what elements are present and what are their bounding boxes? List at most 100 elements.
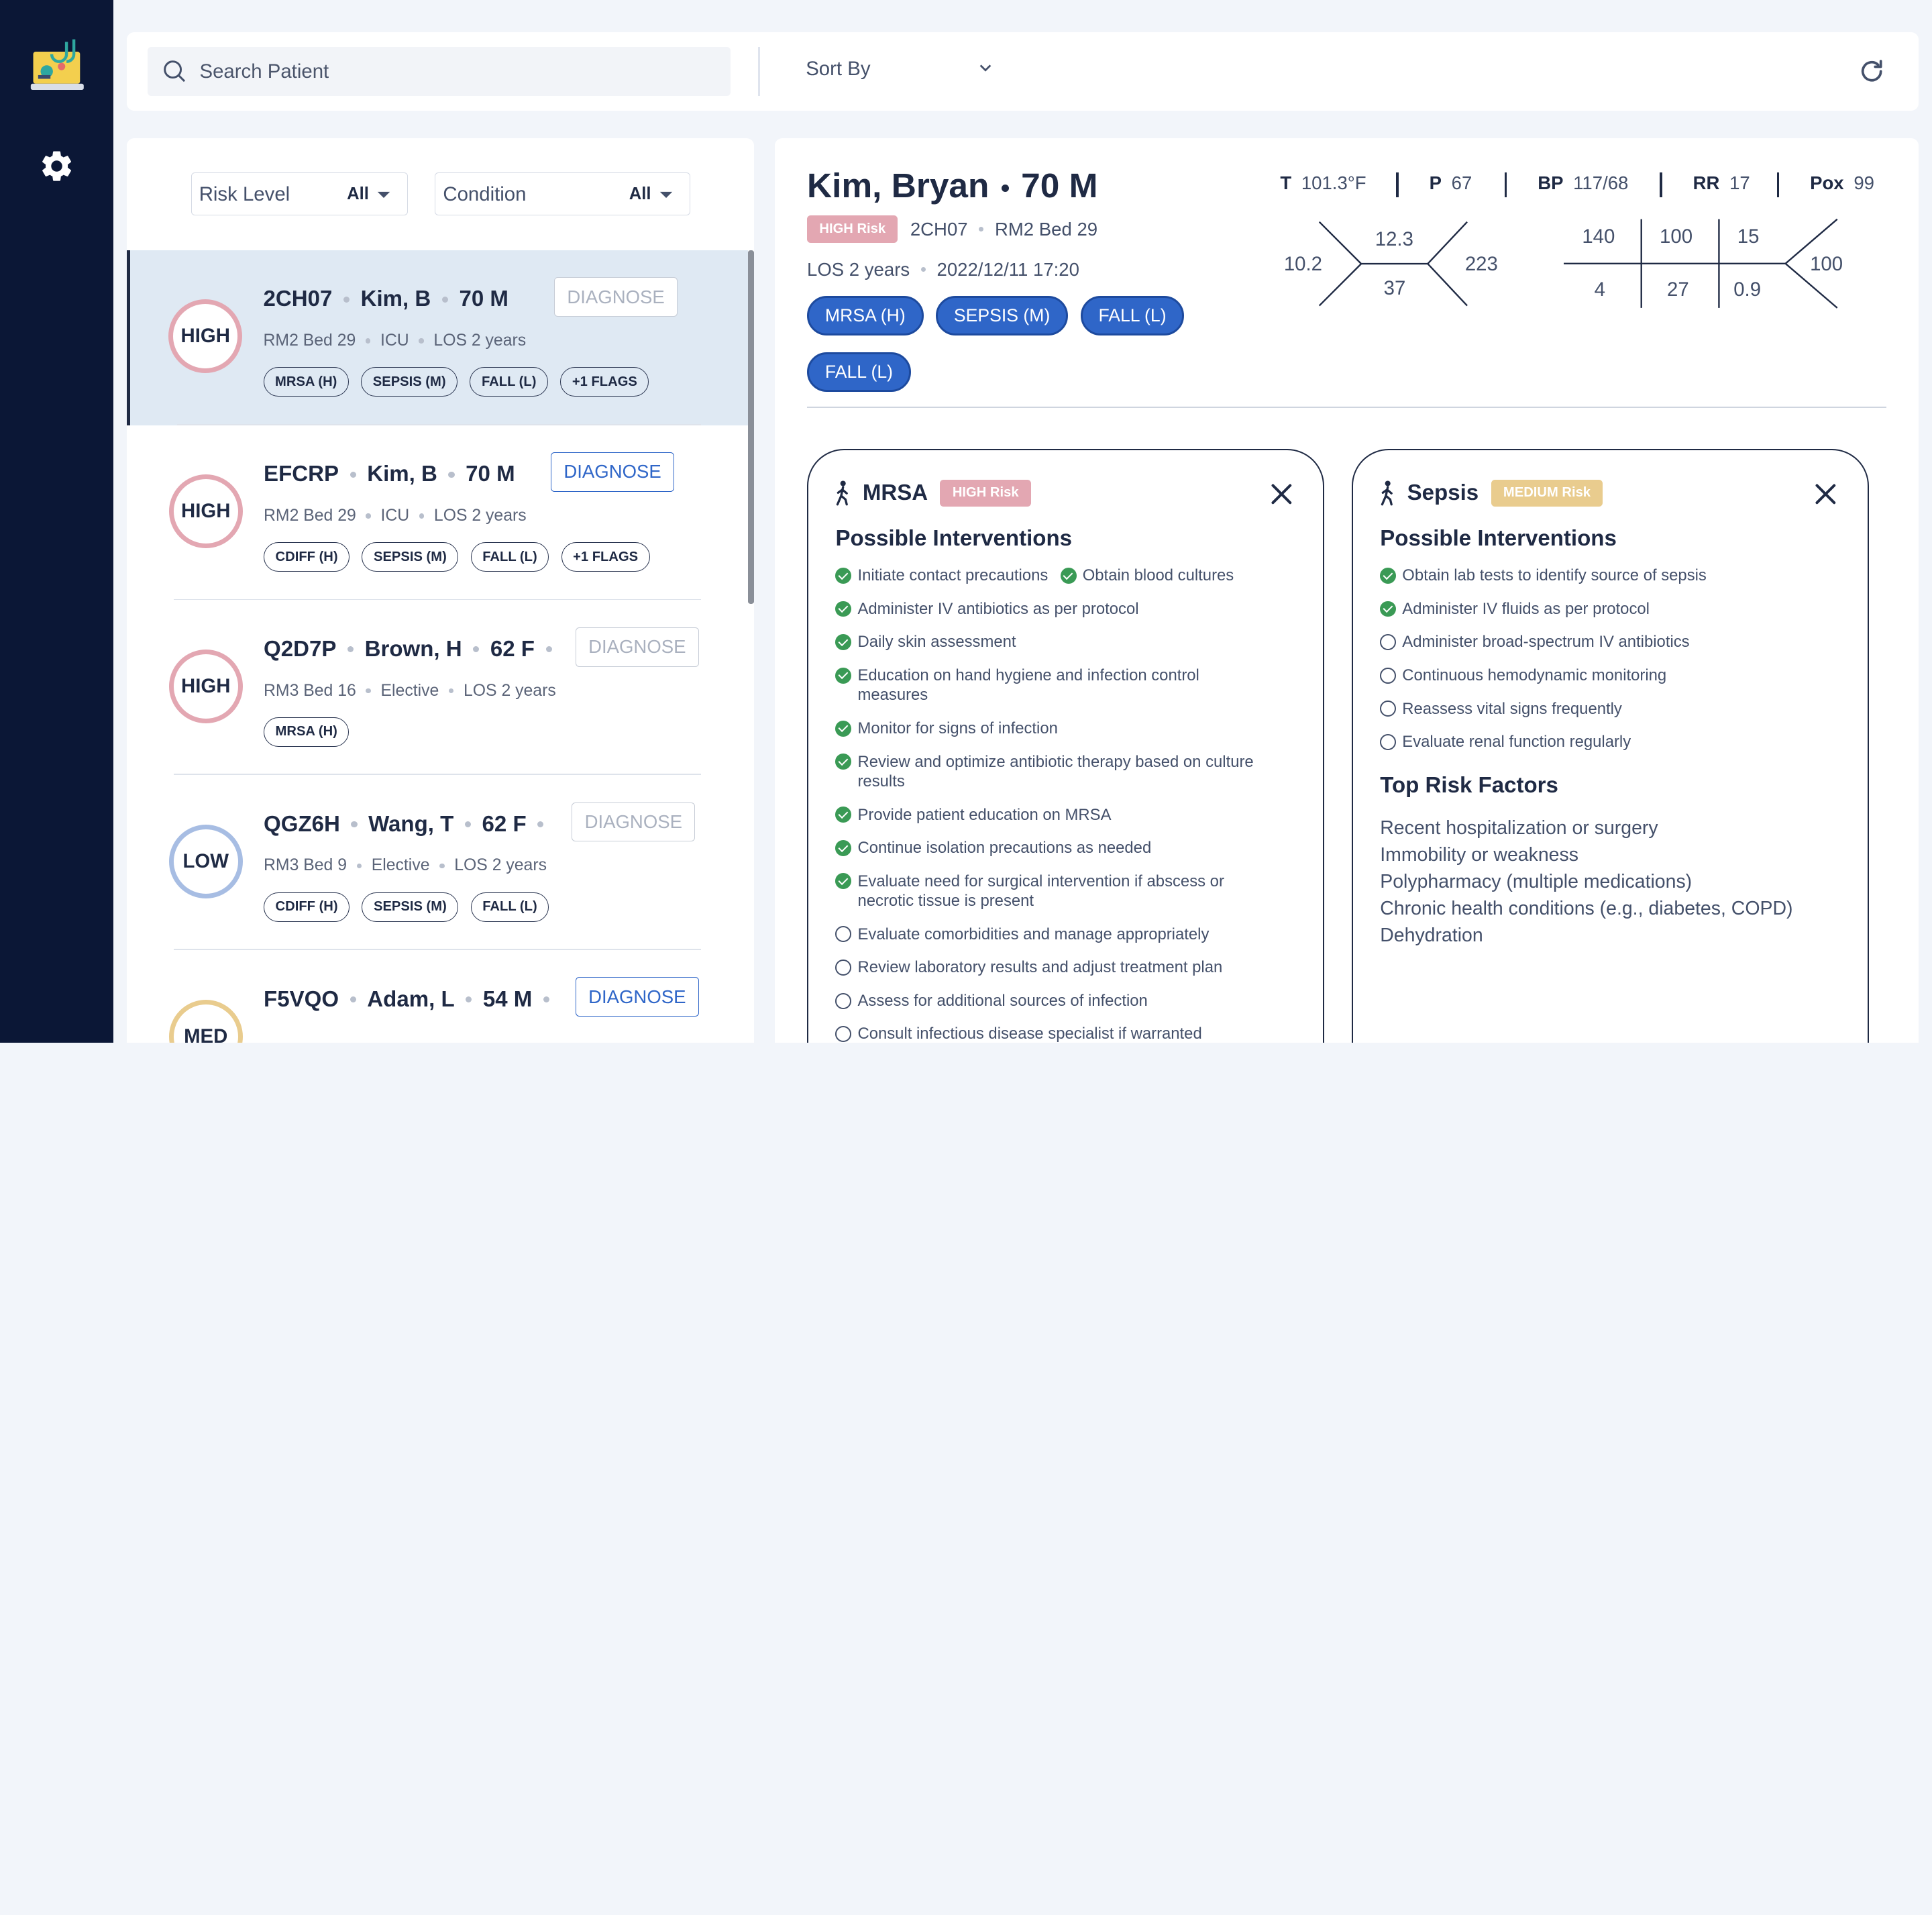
walking-person-icon	[1381, 480, 1393, 506]
row-divider	[173, 599, 702, 601]
diagnose-button[interactable]: DIAGNOSE	[575, 977, 699, 1017]
risk-badge: HIGH Risk	[940, 479, 1031, 507]
condition-filter[interactable]: Condition All	[435, 172, 690, 216]
intervention-item[interactable]: Administer IV antibiotics as per protoco…	[835, 599, 1303, 619]
intervention-item[interactable]: Obtain lab tests to identify source of s…	[1380, 566, 1848, 585]
check-circle-icon	[835, 720, 852, 737]
intervention-item[interactable]: Education on hand hygiene and infection …	[835, 666, 1303, 705]
condition-pill[interactable]: MRSA (H)	[807, 295, 924, 335]
condition-pill[interactable]: FALL (L)	[807, 352, 911, 393]
search-input[interactable]	[199, 60, 693, 83]
diagnose-button[interactable]: DIAGNOSE	[572, 802, 696, 842]
flag-chip[interactable]: SEPSIS (M)	[362, 542, 459, 572]
intervention-item[interactable]: Evaluate renal function regularly	[1380, 732, 1848, 752]
filter-value: All	[629, 184, 651, 203]
close-icon[interactable]	[1269, 482, 1294, 507]
detail-header-row: HIGH Risk 2CH07 RM2 Bed 29	[807, 215, 1098, 243]
intervention-item[interactable]: Reassess vital signs frequently	[1380, 699, 1848, 719]
interventions-title: Possible Interventions	[1380, 526, 1617, 552]
sepsis-card: Sepsis MEDIUM Risk Possible Intervention…	[1351, 448, 1870, 1043]
gear-icon[interactable]	[38, 148, 75, 185]
patient-row[interactable]: HIGH Q2D7P Brown, H 62 F DIAGNOSE RM3 Be…	[127, 600, 748, 776]
mrsa-card: MRSA HIGH Risk Possible Interventions In…	[807, 448, 1325, 1043]
vital-pulse: P 67	[1429, 172, 1472, 194]
vital-pox: Pox 99	[1810, 172, 1874, 194]
intervention-item[interactable]: Provide patient education on MRSA	[835, 805, 1303, 825]
flag-chip[interactable]: SEPSIS (M)	[362, 892, 459, 922]
intervention-item[interactable]: Continuous hemodynamic monitoring	[1380, 666, 1848, 685]
risk-badge: MEDIUM Risk	[1491, 479, 1603, 507]
intervention-item[interactable]: Continue isolation precautions as needed	[835, 838, 1303, 858]
patient-room: RM3 Bed 16	[264, 681, 356, 700]
refresh-icon[interactable]	[1858, 58, 1885, 85]
flag-chip[interactable]: CDIFF (H)	[264, 892, 350, 922]
detail-room: RM2 Bed 29	[994, 218, 1098, 240]
intervention-item[interactable]: Evaluate need for surgical intervention …	[835, 872, 1303, 911]
intervention-item[interactable]: Evaluate comorbidities and manage approp…	[835, 925, 1303, 944]
diagnose-button[interactable]: DIAGNOSE	[553, 277, 678, 317]
condition-pill[interactable]: FALL (L)	[1080, 295, 1185, 335]
intervention-item[interactable]: Daily skin assessment	[835, 632, 1303, 652]
patient-room: RM2 Bed 29	[264, 506, 356, 525]
flag-chip[interactable]: +1 FLAGS	[560, 367, 649, 397]
intervention-item[interactable]: Monitor for signs of infection	[835, 719, 1303, 738]
intervention-item[interactable]: Assess for additional sources of infecti…	[835, 991, 1303, 1011]
vital-bp: BP 117/68	[1538, 172, 1629, 194]
bmp-grid-lines	[1563, 219, 1838, 309]
intervention-item[interactable]: Obtain blood cultures	[1060, 566, 1234, 585]
empty-circle-icon	[1380, 733, 1397, 750]
patient-id: F5VQO	[264, 986, 339, 1012]
card-title: Sepsis	[1407, 480, 1479, 505]
diagnose-button[interactable]: DIAGNOSE	[550, 452, 675, 492]
top-divider	[757, 46, 761, 97]
search-box[interactable]	[148, 46, 731, 97]
risk-factor: Chronic health conditions (e.g., diabete…	[1380, 898, 1793, 920]
risk-factor: Dehydration	[1380, 925, 1483, 947]
patient-unit: Elective	[380, 681, 439, 700]
row-divider	[173, 774, 702, 776]
bmp-glucose: 100	[1810, 252, 1843, 275]
flag-list: CDIFF (H) SEPSIS (M) FALL (L) +1 FLAGS	[264, 542, 650, 572]
patient-unit: ICU	[380, 331, 409, 350]
flag-chip[interactable]: MRSA (H)	[264, 717, 350, 747]
diagnose-button[interactable]: DIAGNOSE	[575, 627, 699, 667]
vital-divider	[1504, 172, 1507, 197]
patient-age-sex: 70 M	[459, 287, 508, 312]
patient-row[interactable]: LOW QGZ6H Wang, T 62 F DIAGNOSE RM3 Bed …	[127, 775, 748, 951]
patient-los: LOS 2 years	[433, 506, 527, 525]
app-logo-icon[interactable]	[30, 37, 85, 93]
intervention-item[interactable]: Administer IV fluids as per protocol	[1380, 599, 1848, 619]
row-divider	[173, 949, 702, 951]
intervention-item[interactable]: Review and optimize antibiotic therapy b…	[835, 752, 1303, 792]
vital-rr: RR 17	[1693, 172, 1750, 194]
detail-los: LOS 2 years	[807, 258, 910, 280]
flag-chip[interactable]: FALL (L)	[470, 367, 548, 397]
flag-chip[interactable]: CDIFF (H)	[264, 542, 350, 572]
filter-value: All	[347, 184, 369, 203]
flag-chip[interactable]: +1 FLAGS	[561, 542, 650, 572]
risk-indicator: LOW	[168, 824, 243, 898]
intervention-item[interactable]: Administer broad-spectrum IV antibiotics	[1380, 632, 1848, 652]
close-icon[interactable]	[1813, 482, 1838, 507]
intervention-item[interactable]: Review laboratory results and adjust tre…	[835, 957, 1303, 977]
sort-by-dropdown[interactable]: Sort By	[806, 58, 1003, 81]
flag-chip[interactable]: SEPSIS (M)	[361, 367, 458, 397]
patient-sub: RM2 Bed 29 ICU LOS 2 years	[264, 331, 527, 350]
flag-chip[interactable]: FALL (L)	[470, 892, 549, 922]
patient-row[interactable]: HIGH 2CH07 Kim, B 70 M DIAGNOSE RM2 Bed …	[127, 250, 748, 425]
patient-list-panel: Risk Level All Condition All HIGH 2CH07 …	[127, 138, 755, 1043]
filter-label: Risk Level	[199, 183, 290, 205]
intervention-item[interactable]: Initiate contact precautions	[835, 566, 1048, 585]
patient-row[interactable]: HIGH EFCRP Kim, B 70 M DIAGNOSE RM2 Bed …	[127, 425, 748, 601]
top-bar: Sort By	[127, 32, 1919, 111]
chevron-down-icon	[378, 191, 390, 198]
intervention-item[interactable]: Consult infectious disease specialist if…	[835, 1024, 1303, 1043]
list-scrollbar[interactable]	[747, 250, 755, 604]
condition-pill[interactable]: SEPSIS (M)	[935, 295, 1069, 335]
patient-row[interactable]: MED F5VQO Adam, L 54 M DIAGNOSE	[127, 950, 748, 1043]
patient-los: LOS 2 years	[454, 856, 547, 875]
risk-level-filter[interactable]: Risk Level All	[191, 172, 408, 216]
patient-line: Q2D7P Brown, H 62 F	[264, 635, 563, 664]
flag-chip[interactable]: FALL (L)	[470, 542, 549, 572]
flag-chip[interactable]: MRSA (H)	[263, 367, 349, 397]
